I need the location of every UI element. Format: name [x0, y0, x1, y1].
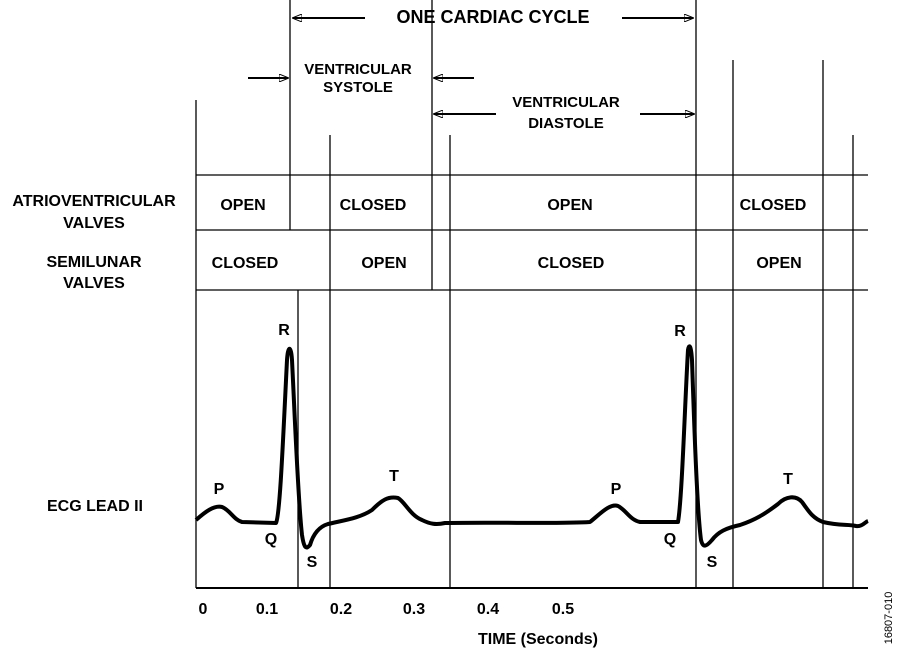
wave-label: S: [307, 554, 318, 571]
row-label: ATRIOVENTRICULAR: [12, 193, 176, 210]
x-tick-label: 0.2: [330, 601, 352, 618]
arrows: [248, 18, 694, 114]
wave-label: P: [214, 481, 225, 498]
x-tick-label: 0.4: [477, 601, 499, 618]
grid-lines: [195, 0, 868, 589]
ecg-trace: [194, 344, 869, 550]
x-tick-label: 0.5: [552, 601, 574, 618]
x-tick-label: 0: [199, 601, 208, 618]
x-axis-title: TIME (Seconds): [478, 631, 598, 648]
wave-label: R: [278, 322, 290, 339]
wave-label: S: [707, 554, 718, 571]
valve-state: OPEN: [547, 197, 592, 214]
diastole-label: VENTRICULAR: [512, 94, 620, 111]
diastole-label: DIASTOLE: [528, 115, 604, 132]
valve-state: CLOSED: [340, 197, 407, 214]
valve-state: OPEN: [361, 255, 406, 272]
wave-label: R: [674, 323, 686, 340]
ecg-label: ECG LEAD II: [47, 498, 143, 515]
valve-state: OPEN: [756, 255, 801, 272]
wave-label: T: [389, 468, 399, 485]
valve-state: CLOSED: [538, 255, 605, 272]
figure-id: 16807-010: [883, 592, 895, 645]
wave-label: T: [783, 471, 793, 488]
wave-label: P: [611, 481, 622, 498]
row-label: VALVES: [63, 275, 125, 292]
row-label: VALVES: [63, 215, 125, 232]
systole-label: SYSTOLE: [323, 79, 393, 96]
wave-label: Q: [265, 531, 277, 548]
cycle-label: ONE CARDIAC CYCLE: [396, 7, 589, 27]
valve-state: CLOSED: [740, 197, 807, 214]
valve-state: OPEN: [220, 197, 265, 214]
wave-label: Q: [664, 531, 676, 548]
systole-label: VENTRICULAR: [304, 61, 412, 78]
x-tick-label: 0.3: [403, 601, 425, 618]
row-label: SEMILUNAR: [46, 254, 142, 271]
valve-state: CLOSED: [212, 255, 279, 272]
x-tick-label: 0.1: [256, 601, 278, 618]
